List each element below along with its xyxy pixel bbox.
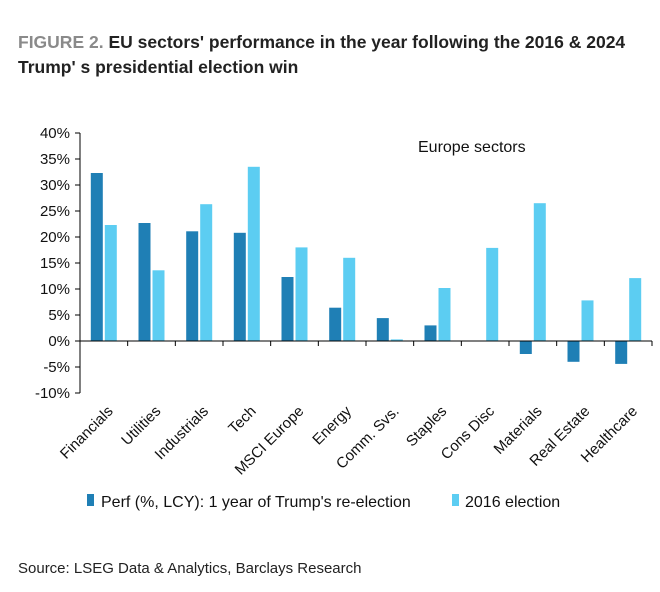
bar-2016-materials [533, 203, 546, 341]
chart-title: FIGURE 2. EU sectors' performance in the… [18, 30, 648, 80]
bar-2024-industrials [186, 231, 199, 341]
x-tick-label: Tech [225, 403, 259, 437]
bar-2024-staples [424, 325, 437, 341]
bar-2016-comm-svs- [390, 339, 403, 341]
bar-2016-real-estate [581, 300, 594, 341]
y-axis: 40% 35% 30% 25% 20% 15% 10% 5% 0% -5% -10% [35, 125, 81, 402]
bar-2016-healthcare [629, 278, 642, 341]
legend-swatch-2016 [452, 494, 459, 506]
y-tick-label: 20% [40, 229, 70, 246]
y-tick-label: -10% [35, 385, 70, 402]
bar-2024-tech [233, 232, 246, 341]
x-tick-label: Financials [57, 403, 117, 463]
bar-2016-staples [438, 288, 451, 341]
y-tick-label: 5% [48, 307, 70, 324]
bar-2016-msci-europe [295, 247, 308, 341]
x-tick-label: Utilities [118, 403, 164, 449]
bar-2016-energy [343, 257, 356, 341]
figure-number: FIGURE 2. [18, 32, 104, 52]
source-note: Source: LSEG Data & Analytics, Barclays … [18, 560, 362, 577]
bar-2016-cons-disc [486, 247, 499, 341]
y-tick-label: 30% [40, 177, 70, 194]
y-tick-label: -5% [43, 359, 70, 376]
bar-2016-utilities [152, 270, 165, 341]
bar-2024-materials [519, 341, 532, 354]
y-tick-label: 0% [48, 333, 70, 350]
y-tick-label: 15% [40, 255, 70, 272]
y-tick-label: 10% [40, 281, 70, 298]
y-tick-label: 35% [40, 151, 70, 168]
chart-annotation: Europe sectors [418, 139, 526, 156]
legend: Perf (%, LCY): 1 year of Trump's re-elec… [87, 494, 560, 511]
bar-2016-financials [104, 225, 117, 341]
bar-2024-financials [90, 173, 103, 341]
bar-2016-tech [247, 166, 260, 341]
bar-2024-energy [329, 307, 342, 341]
bar-2024-utilities [138, 223, 151, 341]
bars [90, 166, 642, 364]
bar-2016-industrials [200, 204, 213, 341]
legend-label-2016: 2016 election [465, 494, 560, 511]
y-tick-label: 25% [40, 203, 70, 220]
x-tick-label: Energy [309, 402, 355, 448]
y-tick-label: 40% [40, 125, 70, 142]
figure-title: EU sectors' performance in the year foll… [18, 32, 626, 77]
bar-2024-healthcare [615, 341, 628, 364]
bar-2024-real-estate [567, 341, 580, 362]
legend-swatch-2024 [87, 494, 94, 506]
legend-label-2024: Perf (%, LCY): 1 year of Trump's re-elec… [101, 494, 411, 511]
x-tick-label: Staples [403, 403, 450, 450]
bar-2024-msci-europe [281, 277, 294, 341]
bar-chart: 40% 35% 30% 25% 20% 15% 10% 5% 0% -5% -10% Financi… [35, 125, 653, 511]
bar-2024-comm-svs- [376, 318, 389, 341]
